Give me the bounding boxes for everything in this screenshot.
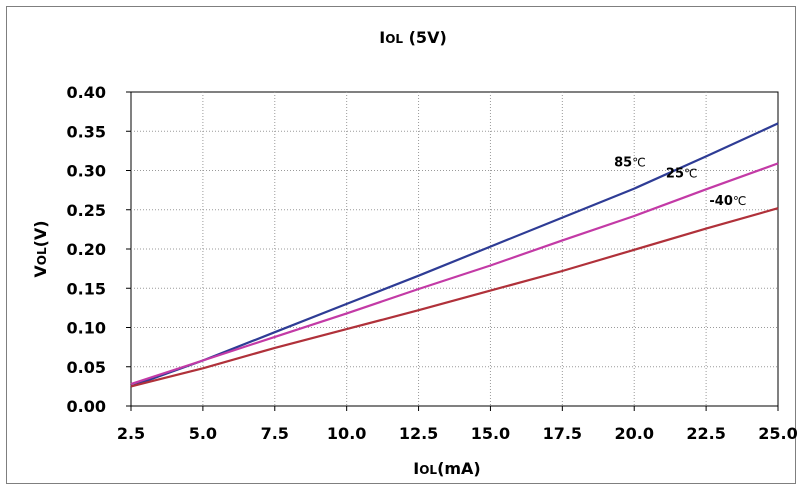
y-tick-labels: 0.00 0.05 0.10 0.15 0.20 0.25 0.30 0.35 0.40 (67, 83, 106, 416)
x-tick-label: 17.5 (543, 424, 582, 443)
series-label-25: 25℃ (666, 167, 698, 182)
x-tick-label: 22.5 (686, 424, 725, 443)
x-tick-label: 2.5 (117, 424, 145, 443)
series-labels: 85℃ 25℃ -40℃ (614, 156, 746, 209)
x-tick-labels: 2.5 5.0 7.5 10.0 12.5 15.0 17.5 20.0 22.5 25.0 (117, 424, 798, 443)
x-tick-label: 7.5 (261, 424, 289, 443)
series-line--40 (130, 207, 779, 388)
x-tick-label: 12.5 (399, 424, 438, 443)
series-label-85: 85℃ (614, 156, 646, 171)
y-tick-label: 0.40 (67, 83, 106, 102)
y-tick-label: 0.25 (67, 201, 106, 220)
y-tick-label: 0.15 (67, 279, 106, 298)
y-axis-title: VOL(V) (31, 220, 50, 277)
y-tick-label: 0.10 (67, 319, 106, 338)
x-tick-label: 20.0 (614, 424, 653, 443)
plot-area (130, 91, 779, 407)
series-line-85 (130, 122, 779, 388)
series-line-25 (130, 162, 779, 386)
x-axis-title: IOL(mA) (413, 459, 481, 478)
x-tick-label: 5.0 (189, 424, 217, 443)
series-lines (130, 122, 779, 388)
y-tick-label: 0.05 (67, 358, 106, 377)
y-tick-label: 0.30 (67, 162, 106, 181)
gridlines (126, 91, 779, 411)
x-tick-label: 25.0 (758, 424, 797, 443)
chart-title: IOL (5V) (379, 28, 447, 47)
series-label--40: -40℃ (709, 194, 746, 209)
y-tick-label: 0.00 (67, 397, 106, 416)
x-tick-label: 10.0 (327, 424, 366, 443)
y-tick-label: 0.20 (67, 240, 106, 259)
x-tick-label: 15.0 (471, 424, 510, 443)
y-tick-label: 0.35 (67, 122, 106, 141)
